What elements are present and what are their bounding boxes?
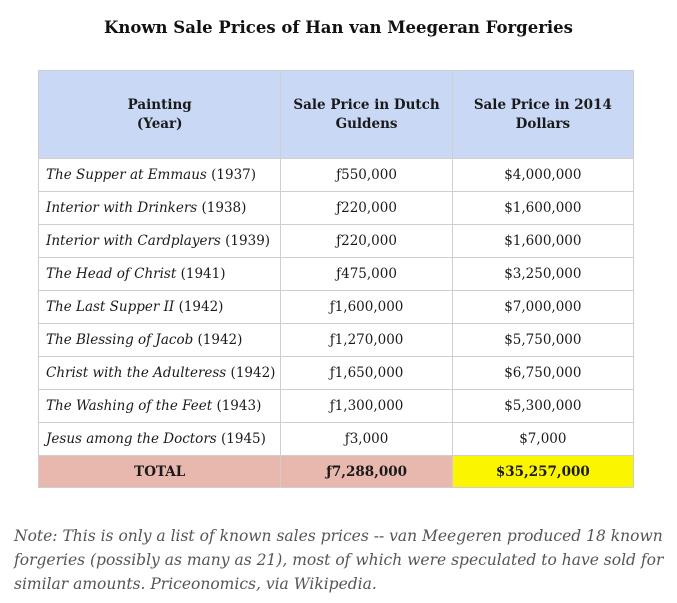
painting-year: (1939) <box>225 233 271 249</box>
dollars-cell: $4,000,000 <box>451 158 635 192</box>
guldens-cell: ƒ1,600,000 <box>280 290 453 324</box>
total-dollars: $35,257,000 <box>451 455 635 488</box>
total-guldens: ƒ7,288,000 <box>280 455 453 488</box>
header-guldens-line2: Guldens <box>335 115 398 132</box>
painting-cell: The Supper at Emmaus (1937) <box>37 158 282 192</box>
table-title: Known Sale Prices of Han van Meegeran Fo… <box>104 18 573 37</box>
painting-cell: The Blessing of Jacob (1942) <box>37 323 282 357</box>
dollars-cell: $1,600,000 <box>451 191 635 225</box>
header-dollars: Sale Price in 2014 Dollars <box>451 70 635 159</box>
source-note: Note: This is only a list of known sales… <box>14 527 664 593</box>
painting-title: Christ with the Adulteress <box>46 365 227 381</box>
table-row: The Supper at Emmaus (1937) ƒ550,000 $4,… <box>37 158 635 192</box>
table-row: The Blessing of Jacob (1942) ƒ1,270,000 … <box>37 323 635 357</box>
painting-title: The Washing of the Feet <box>46 398 213 414</box>
header-painting-line1: Painting <box>127 96 192 113</box>
dollars-cell: $7,000,000 <box>451 290 635 324</box>
guldens-cell: ƒ220,000 <box>280 224 453 258</box>
painting-year: (1943) <box>216 398 262 414</box>
header-painting-line2: (Year) <box>136 115 183 132</box>
dollars-cell: $5,300,000 <box>451 389 635 423</box>
header-dollars-line1: Sale Price in 2014 <box>473 96 612 113</box>
painting-title: The Supper at Emmaus <box>46 167 207 183</box>
table-row: Interior with Cardplayers (1939) ƒ220,00… <box>37 224 635 258</box>
painting-cell: The Last Supper II (1942) <box>37 290 282 324</box>
table-header-row: Painting (Year) Sale Price in Dutch Guld… <box>37 70 635 159</box>
table-row: The Washing of the Feet (1943) ƒ1,300,00… <box>37 389 635 423</box>
painting-year: (1942) <box>197 332 243 348</box>
guldens-cell: ƒ1,270,000 <box>280 323 453 357</box>
dollars-cell: $5,750,000 <box>451 323 635 357</box>
guldens-cell: ƒ3,000 <box>280 422 453 456</box>
painting-title: Interior with Drinkers <box>46 200 198 216</box>
painting-cell: Christ with the Adulteress (1942) <box>37 356 282 390</box>
table-row: The Last Supper II (1942) ƒ1,600,000 $7,… <box>37 290 635 324</box>
dollars-cell: $7,000 <box>451 422 635 456</box>
painting-cell: Interior with Drinkers (1938) <box>37 191 282 225</box>
total-label: TOTAL <box>37 455 282 488</box>
painting-cell: The Washing of the Feet (1943) <box>37 389 282 423</box>
painting-year: (1938) <box>201 200 247 216</box>
dollars-cell: $1,600,000 <box>451 224 635 258</box>
table-row: Interior with Drinkers (1938) ƒ220,000 $… <box>37 191 635 225</box>
painting-year: (1945) <box>221 431 266 447</box>
guldens-cell: ƒ1,300,000 <box>280 389 453 423</box>
header-dollars-line2: Dollars <box>515 115 571 132</box>
painting-title: The Head of Christ <box>46 266 177 282</box>
guldens-cell: ƒ475,000 <box>280 257 453 291</box>
painting-cell: Jesus among the Doctors (1945) <box>37 422 282 456</box>
painting-title: Jesus among the Doctors <box>46 431 217 447</box>
painting-year: (1942) <box>230 365 276 381</box>
dollars-cell: $6,750,000 <box>451 356 635 390</box>
table-row: The Head of Christ (1941) ƒ475,000 $3,25… <box>37 257 635 291</box>
header-painting: Painting (Year) <box>37 70 282 159</box>
dollars-cell: $3,250,000 <box>451 257 635 291</box>
painting-year: (1941) <box>180 266 226 282</box>
guldens-cell: ƒ550,000 <box>280 158 453 192</box>
painting-cell: The Head of Christ (1941) <box>37 257 282 291</box>
painting-year: (1942) <box>178 299 224 315</box>
painting-title: Interior with Cardplayers <box>46 233 221 249</box>
sale-prices-table: Painting (Year) Sale Price in Dutch Guld… <box>37 70 635 488</box>
guldens-cell: ƒ220,000 <box>280 191 453 225</box>
table-row: Jesus among the Doctors (1945) ƒ3,000 $7… <box>37 422 635 456</box>
painting-title: The Last Supper II <box>46 299 175 315</box>
painting-year: (1937) <box>211 167 257 183</box>
table-row: Christ with the Adulteress (1942) ƒ1,650… <box>37 356 635 390</box>
header-guldens-line1: Sale Price in Dutch <box>293 96 440 113</box>
header-guldens: Sale Price in Dutch Guldens <box>280 70 453 159</box>
guldens-cell: ƒ1,650,000 <box>280 356 453 390</box>
painting-title: The Blessing of Jacob <box>46 332 194 348</box>
painting-cell: Interior with Cardplayers (1939) <box>37 224 282 258</box>
total-row: TOTAL ƒ7,288,000 $35,257,000 <box>37 455 635 488</box>
